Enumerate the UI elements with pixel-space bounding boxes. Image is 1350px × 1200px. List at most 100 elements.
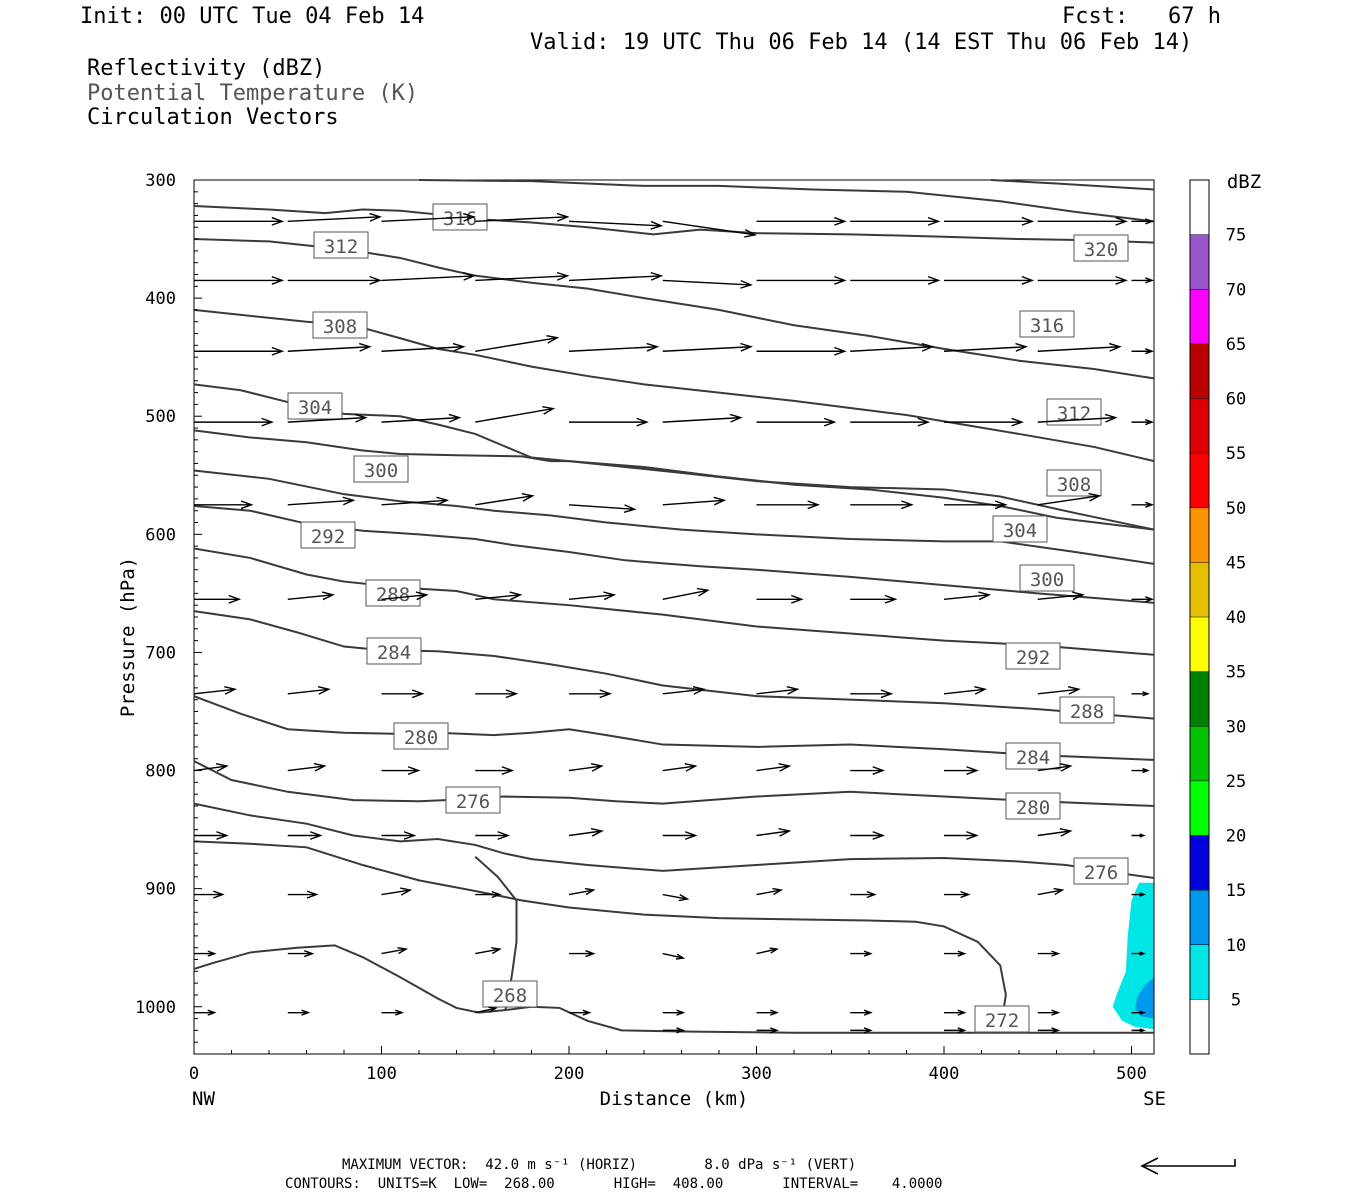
vector-arrow <box>944 1027 967 1034</box>
vector-arrow <box>568 827 604 837</box>
contour-label-box-308 <box>1046 469 1102 497</box>
theta-contour-304 <box>193 429 1155 531</box>
vector-arrow <box>194 950 217 957</box>
vector-arrow <box>287 496 356 506</box>
contour-label-316: 316 <box>1030 315 1064 337</box>
vector-arrow <box>194 275 285 285</box>
vector-arrow <box>1037 413 1118 423</box>
contour-label-box-292 <box>1005 642 1061 670</box>
contour-label-308: 308 <box>323 316 357 338</box>
vector-arrow <box>1131 691 1150 697</box>
x-tick-label: 100 <box>366 1064 397 1084</box>
theta-contour-276 <box>193 760 1155 807</box>
contour-label-304: 304 <box>1003 520 1037 542</box>
vector-arrow <box>662 496 727 506</box>
reference-vector-arrow <box>1140 1157 1236 1175</box>
contour-label-box-304 <box>287 392 343 420</box>
contour-label-284: 284 <box>377 642 411 664</box>
vector-arrow <box>1131 501 1155 508</box>
contour-label-304: 304 <box>298 397 332 419</box>
contour-label-276: 276 <box>456 791 490 813</box>
colorbar-tick-label: 25 <box>1226 772 1246 792</box>
colorbar-tick-label: 15 <box>1226 881 1246 901</box>
max-vector-note: MAXIMUM VECTOR: 42.0 m s⁻¹ (HORIZ) 8.0 d… <box>342 1157 857 1173</box>
colorbar-swatch <box>1190 617 1209 672</box>
x-axis-label: Distance (km) <box>600 1088 749 1110</box>
theta-contour-288 <box>193 547 1155 656</box>
vector-arrow <box>287 890 319 899</box>
vector-arrow <box>943 342 1029 352</box>
theta-contour-320 <box>193 204 1155 244</box>
colorbar-tick-label: 35 <box>1226 663 1246 683</box>
colorbar-tick-label: 55 <box>1226 444 1246 464</box>
vector-arrow <box>662 952 686 960</box>
vector-arrow <box>568 591 617 601</box>
x-end-label-nw: NW <box>192 1088 215 1110</box>
vector-arrow <box>193 685 238 695</box>
contour-label-292: 292 <box>1016 647 1050 669</box>
vector-arrow <box>287 762 327 772</box>
contour-label-280: 280 <box>1016 797 1050 819</box>
vector-arrow <box>568 342 660 352</box>
vector-arrow <box>850 417 931 427</box>
circulation-vectors <box>193 212 1155 1034</box>
vector-arrow <box>662 587 710 600</box>
contour-label-288: 288 <box>376 584 410 606</box>
vector-arrow <box>569 417 649 427</box>
vector-arrow <box>475 689 519 699</box>
contour-label-box-288 <box>365 579 421 607</box>
colorbar-tick-label: 75 <box>1226 226 1246 246</box>
vector-arrow <box>1037 275 1128 285</box>
contour-label-box-304 <box>992 515 1048 543</box>
vector-arrow <box>194 216 285 226</box>
vector-arrow <box>381 342 466 352</box>
vector-arrow <box>756 417 837 427</box>
theta-contour-316 <box>193 238 1155 380</box>
vector-arrow <box>194 831 229 840</box>
contour-label-272: 272 <box>985 1010 1019 1032</box>
vector-arrow <box>1037 950 1061 957</box>
vector-arrow <box>850 216 941 226</box>
vector-arrow <box>850 831 886 840</box>
vector-arrow <box>756 763 792 772</box>
contour-label-box-276 <box>1073 857 1129 885</box>
vector-arrow <box>193 763 229 772</box>
field-label-vectors: Circulation Vectors <box>87 105 339 130</box>
contour-label-box-284 <box>366 637 422 665</box>
vector-arrow <box>1037 685 1081 695</box>
vector-arrow <box>1131 419 1155 426</box>
vector-arrow <box>568 271 664 282</box>
vector-arrow <box>944 417 1024 427</box>
x-tick-label: 200 <box>554 1064 585 1084</box>
y-tick-label: 700 <box>145 643 176 663</box>
x-tick-label: 500 <box>1116 1064 1147 1084</box>
vector-arrow <box>475 1006 498 1014</box>
vector-arrow <box>194 890 225 899</box>
theta-contour-284 <box>193 610 1155 720</box>
colorbar-tick-label: 5 <box>1231 990 1241 1010</box>
vector-arrow <box>756 594 804 604</box>
vector-arrow <box>944 1009 967 1016</box>
vector-arrow <box>662 413 743 423</box>
x-axis: 0 100 200 300 400 500 Distance (km) NW SE <box>189 1046 1166 1110</box>
contour-label-box-284 <box>1005 742 1061 770</box>
colorbar-swatch <box>1190 726 1209 781</box>
vector-arrow <box>381 271 476 282</box>
vector-arrow <box>568 887 596 896</box>
vector-arrow <box>850 342 935 352</box>
contour-label-box-300 <box>1019 564 1075 592</box>
vector-arrow <box>569 1009 592 1016</box>
colorbar-tick-label: 65 <box>1226 335 1246 355</box>
contour-label-box-280 <box>393 722 449 750</box>
vector-arrow <box>194 417 274 427</box>
vector-arrow <box>475 946 502 955</box>
vector-arrow <box>381 212 476 223</box>
vector-arrow <box>475 831 511 840</box>
vector-arrow <box>850 594 898 604</box>
contour-label-box-308 <box>312 311 368 339</box>
vector-arrow <box>1037 216 1128 226</box>
vector-arrow <box>850 890 877 899</box>
vector-arrow <box>1037 492 1102 506</box>
vector-arrow <box>475 890 502 899</box>
colorbar-swatch <box>1190 234 1209 290</box>
